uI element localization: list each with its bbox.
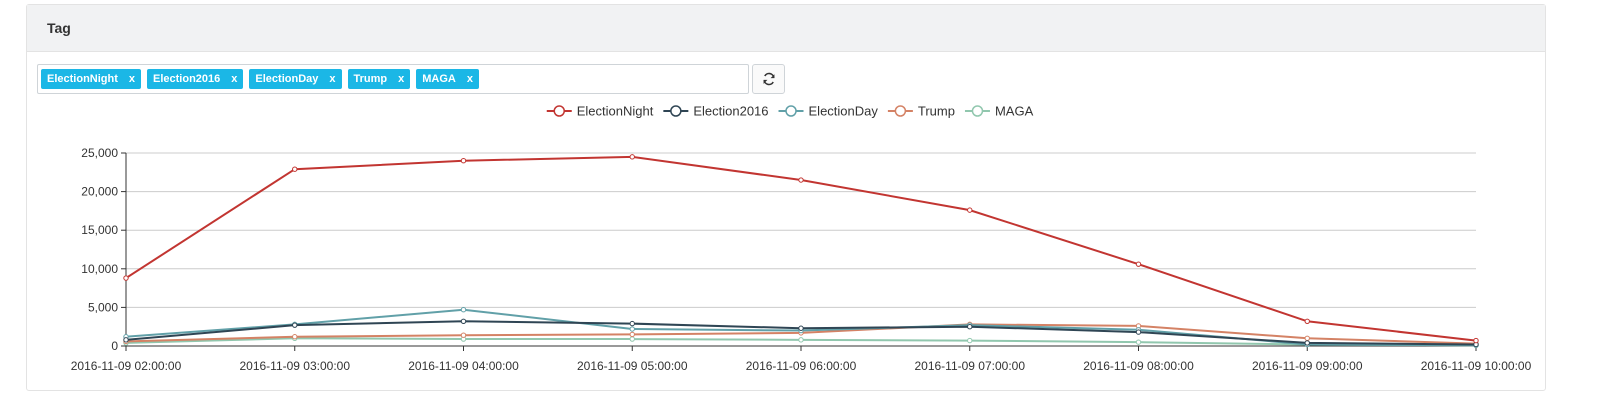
series-line-ElectionNight — [125, 155, 1477, 342]
data-point-Election2016 — [292, 322, 298, 328]
refresh-icon — [762, 72, 775, 86]
data-point-ElectionNight — [1304, 318, 1310, 324]
data-point-MAGA — [1135, 339, 1142, 345]
data-point-Election2016 — [629, 320, 635, 327]
tag-label: Trump — [353, 73, 388, 85]
legend-label-MAGA: MAGA — [995, 104, 1034, 119]
data-point-ElectionDay — [629, 326, 635, 332]
tag-label: MAGA — [422, 73, 456, 85]
data-point-ElectionNight — [629, 154, 635, 160]
x-tick-label: 2016-11-09 02:00:00 — [71, 359, 182, 373]
panel-heading: Tag — [27, 5, 1545, 52]
legend-label-Trump: Trump — [918, 104, 955, 119]
x-tick-label: 2016-11-09 08:00:00 — [1083, 359, 1194, 373]
tag-label: ElectionNight — [47, 73, 118, 85]
tag-remove-button[interactable]: x — [231, 73, 238, 85]
tag-maga: MAGA x — [416, 69, 479, 89]
data-point-ElectionNight — [1473, 337, 1479, 344]
x-tick-label: 2016-11-09 03:00:00 — [239, 359, 350, 373]
legend-marker-Trump — [894, 105, 907, 117]
y-tick-label: 10,000 — [81, 262, 118, 276]
data-point-Election2016 — [123, 337, 129, 343]
y-tick-label: 20,000 — [81, 185, 118, 199]
data-point-Election2016 — [460, 318, 467, 324]
legend-marker-Election2016 — [670, 105, 682, 117]
x-tick-label: 2016-11-09 09:00:00 — [1252, 359, 1363, 373]
y-tick-label: 0 — [111, 339, 118, 353]
data-point-ElectionDay — [460, 307, 467, 313]
tag-remove-button[interactable]: x — [329, 73, 336, 85]
tag-remove-button[interactable]: x — [398, 73, 405, 85]
tag-input[interactable]: ElectionNight x Election2016 x ElectionD… — [37, 64, 749, 94]
data-point-MAGA — [629, 336, 635, 342]
data-point-Election2016 — [967, 324, 973, 330]
refresh-button[interactable] — [752, 64, 785, 94]
x-tick-label: 2016-11-09 06:00:00 — [746, 359, 857, 373]
tag-election-day: ElectionDay x — [249, 69, 342, 89]
tag-label: Election2016 — [153, 73, 221, 85]
data-point-Election2016 — [1304, 340, 1310, 346]
x-tick-label: 2016-11-09 04:00:00 — [408, 359, 519, 373]
tag-election-night: ElectionNight x — [41, 69, 142, 89]
legend-marker-MAGA — [971, 105, 984, 117]
data-point-MAGA — [967, 337, 973, 344]
data-point-Trump — [1304, 335, 1310, 341]
data-point-ElectionNight — [460, 158, 467, 164]
data-point-ElectionNight — [123, 275, 129, 281]
y-tick-label: 15,000 — [81, 223, 118, 237]
y-tick-label: 25,000 — [81, 146, 118, 160]
x-tick-label: 2016-11-09 07:00:00 — [914, 359, 1025, 373]
data-point-Election2016 — [798, 325, 804, 331]
data-point-ElectionNight — [292, 166, 298, 172]
y-tick-label: 5,000 — [88, 300, 118, 314]
legend-label-ElectionDay: ElectionDay — [809, 104, 879, 119]
data-point-Trump — [292, 334, 298, 340]
panel-title: Tag — [47, 20, 71, 36]
legend-marker-ElectionNight — [553, 105, 566, 117]
data-point-Election2016 — [1135, 329, 1142, 335]
tag-trump: Trump x — [347, 69, 411, 89]
tag-election2016: Election2016 x — [147, 69, 244, 89]
data-point-Trump — [629, 331, 635, 338]
x-tick-label: 2016-11-09 05:00:00 — [577, 359, 688, 373]
tag-label: ElectionDay — [255, 73, 319, 85]
tag-remove-button[interactable]: x — [128, 73, 136, 85]
legend-label-ElectionNight: ElectionNight — [577, 104, 654, 119]
data-point-ElectionNight — [798, 177, 804, 183]
legend-marker-ElectionDay — [785, 105, 797, 117]
tag-remove-button[interactable]: x — [466, 73, 473, 85]
legend-label-Election2016: Election2016 — [693, 104, 768, 119]
data-point-MAGA — [798, 337, 804, 343]
data-point-ElectionNight — [967, 207, 973, 213]
data-point-Trump — [460, 332, 467, 338]
data-point-ElectionNight — [1135, 261, 1142, 267]
x-tick-label: 2016-11-09 10:00:00 — [1421, 359, 1532, 373]
